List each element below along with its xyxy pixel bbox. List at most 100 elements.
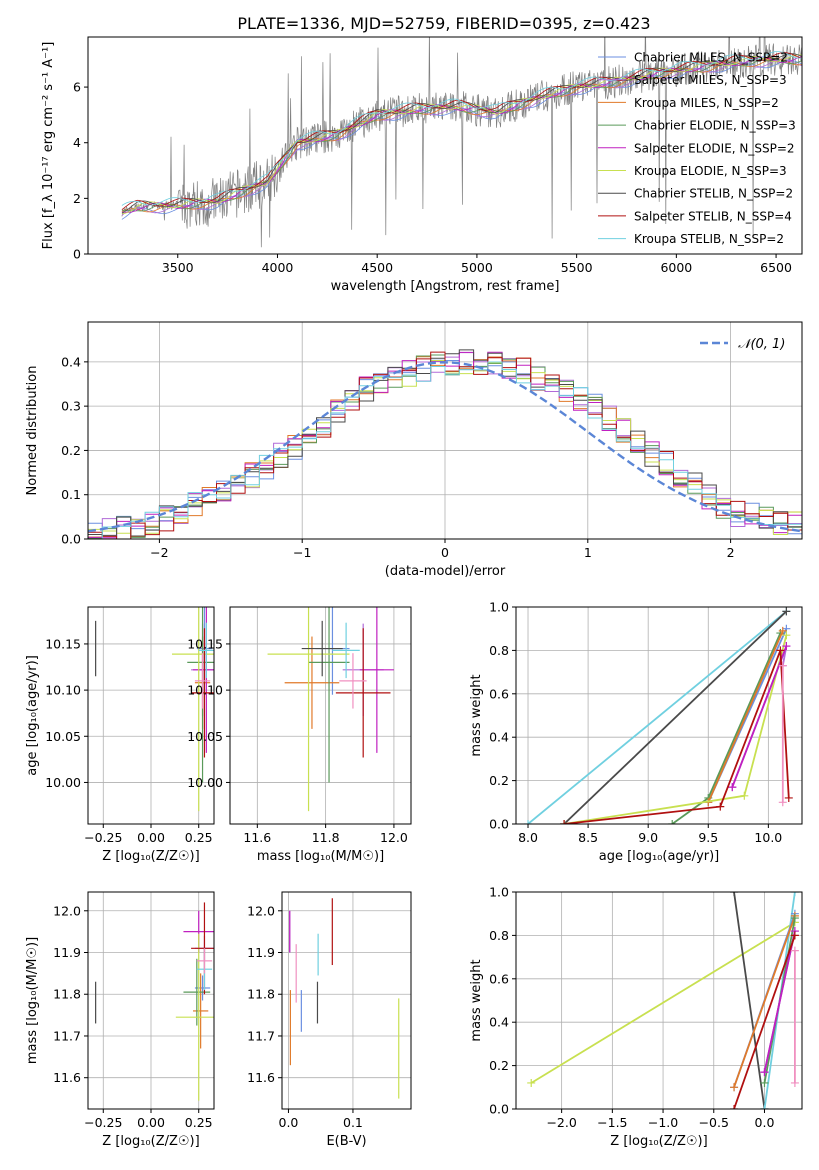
weight_vs_Z-xtick-label-4: 0.0: [755, 1115, 775, 1130]
weight_vs_Z-xtick-label-3: −0.5: [699, 1115, 729, 1130]
weight_vs_age-plot-area: [524, 607, 793, 824]
spectrum-xlabel: wavelength [Angstrom, rest frame]: [331, 279, 560, 294]
residuals-axes: −2 −1 0 1 2 0.0 0.1 0.2 0.3 0.4 (data-model)/error…: [25, 321, 803, 579]
mass_vs_Z-point-5: [175, 933, 214, 1101]
weight_vs_Z-series-marker-8-1: [790, 931, 799, 940]
mass_vs_Z-xtick-label-0: −0.25: [84, 1115, 122, 1130]
mass_vs_EBV-ytick-label-3: 11.9: [247, 945, 275, 960]
weight_vs_Z-frame-group: −2.0 −1.5 −1.0 −0.5 0.0 0.0 0.2 0.4 0.6 0.8 1.0 Z […: [469, 885, 803, 1149]
weight_vs_Z-ylabel: mass weight: [469, 959, 484, 1041]
weight_vs_age-ytick-label-2: 0.4: [489, 730, 509, 745]
weight_vs_age-xtick-label-3: 9.5: [698, 830, 718, 845]
weight_vs_Z-xtick-label-2: −1.0: [648, 1115, 678, 1130]
mass_vs_EBV-xlabel: E(B-V): [326, 1134, 366, 1149]
spectrum-ytick-label-3: 6: [73, 80, 81, 95]
weight_vs_Z-xlabel: Z [log₁₀(Z/Z☉)]: [610, 1134, 707, 1149]
weight_vs_age-ylabel: mass weight: [469, 674, 484, 756]
residuals-ytick-label-2: 0.2: [61, 443, 81, 458]
age_vs_mass-ytick-label-3: 10.15: [187, 636, 223, 651]
age_vs_mass-axes: 11.6 11.8 12.0 10.00 10.05 10.10 10.15 mass [lo…: [187, 606, 412, 864]
spectrum-xtick-label-4: 5500: [561, 260, 593, 275]
weight_vs_age-ytick-label-1: 0.2: [489, 773, 509, 788]
legend-label-6: Chabrier STELIB, N_SSP=2: [634, 187, 793, 201]
age_vs_mass-frame-group: 11.6 11.8 12.0 10.00 10.05 10.10 10.15 mass [lo…: [187, 606, 412, 864]
mass_vs_EBV-ytick-label-0: 11.6: [247, 1070, 275, 1085]
residuals-xlabel: (data-model)/error: [385, 564, 506, 579]
weight_vs_Z-plot-area: [527, 892, 799, 1109]
weight_vs_Z-series-marker-4-0: [730, 1083, 739, 1092]
residuals-ytick-label-4: 0.4: [61, 354, 81, 369]
age_vs_Z-plot-area: [95, 607, 214, 812]
weight_vs_age-series-line-0: [527, 610, 787, 824]
age_vs_mass-point-3: [308, 607, 350, 783]
weight_vs_Z-ytick-label-3: 0.6: [489, 971, 509, 986]
legend-label-1: Salpeter MILES, N_SSP=3: [634, 73, 787, 87]
weight_vs_age-series-marker-1-1: [782, 607, 791, 616]
normal-curve-line: [88, 361, 802, 533]
weight_vs_age-axes: 8.0 8.5 9.0 9.5 10.0 0.0 0.2 0.4 0.6 0.8 1.0 age [l…: [469, 600, 803, 864]
residuals-xtick-label-1: −1: [293, 545, 311, 560]
mass_vs_Z-xtick-label-1: 0.00: [137, 1115, 165, 1130]
residuals-xtick-label-0: −2: [150, 545, 168, 560]
residuals-ylabel: Normed distribution: [25, 366, 40, 496]
mass_vs_Z-ytick-label-3: 11.9: [53, 945, 81, 960]
age_vs_mass-ytick-label-0: 10.00: [187, 775, 223, 790]
weight_vs_Z-xtick-label-0: −2.0: [546, 1115, 576, 1130]
weight_vs_age-xtick-label-4: 10.0: [754, 830, 782, 845]
weight_vs_age-series-line-4: [707, 630, 784, 803]
spectrum-observed-line: [121, 37, 802, 248]
weight_vs_age-frame-group: 8.0 8.5 9.0 9.5 10.0 0.0 0.2 0.4 0.6 0.8 1.0 age [l…: [469, 600, 803, 864]
weight_vs_age-xlabel: age [log₁₀(age/yr)]: [599, 849, 720, 864]
age_vs_mass-point-7: [335, 628, 391, 758]
weight_vs_age-xtick-label-0: 8.0: [518, 830, 538, 845]
weight_vs_age-series-marker-8-2: [776, 646, 785, 655]
weight_vs_Z-series-marker-2-0: [760, 1105, 769, 1109]
histogram-step-7: [88, 351, 802, 539]
age_vs_Z-ytick-label-1: 10.05: [45, 729, 81, 744]
weight_vs_Z-series-line-4: [733, 915, 796, 1088]
weight_vs_Z-series-marker-9-0: [790, 1078, 799, 1087]
weight_vs_age-series-line-7: [731, 645, 788, 788]
normal-legend-label: 𝒩(0, 1): [738, 337, 785, 352]
legend-label-3: Chabrier ELODIE, N_SSP=3: [634, 119, 796, 133]
weight_vs_Z-series-marker-5-0: [760, 1078, 769, 1087]
mass_vs_Z-point-2: [193, 973, 209, 1049]
age_vs_mass-point-5: [267, 607, 350, 812]
mass_vs_EBV-frame: [281, 891, 412, 1110]
spectrum-ytick-label-1: 2: [73, 191, 81, 206]
mass_vs_Z-ytick-label-2: 11.8: [53, 987, 81, 1002]
spectrum-model-line-3: [121, 57, 802, 212]
weight_vs_Z-series-marker-2-1: [790, 892, 799, 896]
spectrum-xtick-label-5: 6000: [660, 260, 692, 275]
weight_vs_age-series-marker-4-1: [778, 626, 787, 635]
spectrum-legend: Chabrier MILES, N_SSP=2 Salpeter MILES, N…: [598, 51, 796, 246]
mass_vs_Z-ylabel: mass [log₁₀(M/M☉)]: [25, 937, 40, 1064]
age_vs_Z-xtick-label-0: −0.25: [84, 830, 122, 845]
weight_vs_age-series-line-5: [563, 634, 788, 824]
spectrum-ytick-label-2: 4: [73, 135, 81, 150]
age_vs_mass-frame: [229, 606, 412, 825]
residuals-frame-group: −2 −1 0 1 2 0.0 0.1 0.2 0.3 0.4 (data-model)/error…: [25, 321, 803, 579]
weight_vs_Z-ytick-label-5: 1.0: [489, 885, 509, 900]
age_vs_mass-point-2: [284, 636, 340, 729]
mass_vs_Z-plot-area: [95, 902, 214, 1101]
mass_vs_Z-ytick-label-4: 12.0: [53, 903, 81, 918]
mass_vs_EBV-ytick-label-1: 11.7: [247, 1028, 275, 1043]
age_vs_mass-point-6: [301, 620, 343, 677]
weight_vs_Z-series-line-1: [733, 892, 766, 1109]
legend-label-4: Salpeter ELODIE, N_SSP=2: [634, 141, 795, 155]
weight_vs_Z-series-marker-5-1: [790, 914, 799, 923]
weight_vs_age-ytick-label-3: 0.6: [489, 686, 509, 701]
weight_vs_age-series-marker-3-0: [668, 820, 677, 824]
age_vs_mass-xtick-label-0: 11.6: [243, 830, 271, 845]
weight_vs_age-series-marker-8-0: [560, 820, 569, 824]
weight_vs_age-series-marker-9-1: [778, 798, 787, 807]
spectrum-ylabel: Flux [f_λ 10⁻¹⁷ erg cm⁻² s⁻¹ A⁻¹]: [41, 42, 56, 250]
weight_vs_Z-ytick-label-2: 0.4: [489, 1015, 509, 1030]
age_vs_Z-point-9: [194, 653, 211, 709]
spectrum-xtick-label-6: 6500: [760, 260, 792, 275]
weight_vs_Z-series-line-8: [733, 935, 796, 1109]
weight_vs_age-xtick-label-2: 9.0: [638, 830, 658, 845]
weight_vs_Z-xtick-label-1: −1.5: [597, 1115, 627, 1130]
